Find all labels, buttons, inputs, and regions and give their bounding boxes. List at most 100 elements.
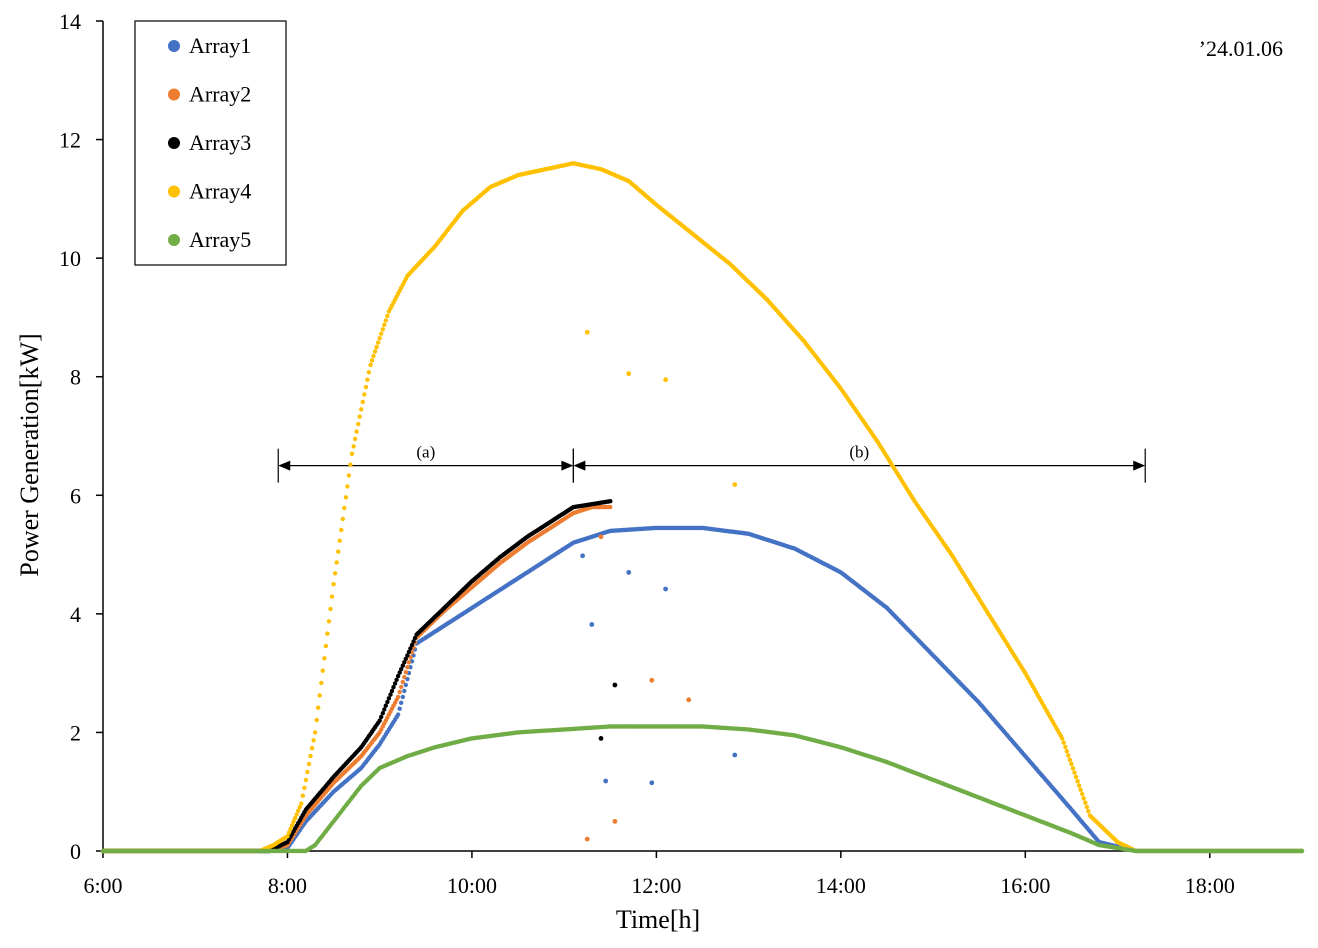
legend-marker	[168, 40, 180, 52]
data-point	[316, 705, 321, 710]
legend-label: Array3	[189, 130, 251, 155]
period-1: (b)	[572, 443, 1146, 483]
y-tick-label: 14	[59, 9, 81, 34]
data-point	[379, 331, 384, 336]
legend-box	[134, 20, 287, 266]
outlier-point	[598, 736, 604, 741]
period-label: (b)	[849, 443, 869, 462]
data-point	[1078, 787, 1083, 792]
data-point	[395, 694, 401, 700]
data-point	[349, 451, 355, 456]
data-point	[385, 313, 390, 319]
y-tick-label: 10	[59, 246, 81, 271]
x-tick-label: 10:00	[447, 873, 497, 898]
data-point	[1083, 800, 1088, 805]
outlier-point	[663, 586, 668, 592]
x-axis-title: Time[h]	[616, 905, 700, 934]
data-point	[386, 696, 392, 701]
outlier-point	[626, 570, 632, 575]
data-point	[356, 421, 361, 427]
data-point	[1060, 736, 1065, 741]
period-annotations: (a) (b)	[277, 443, 1146, 483]
date-annotation: ’24.01.06	[1199, 36, 1283, 61]
data-point	[340, 516, 345, 522]
data-point	[397, 689, 402, 695]
data-point	[334, 560, 339, 565]
data-point	[296, 808, 301, 813]
data-point	[1064, 749, 1070, 754]
data-point	[366, 370, 372, 375]
legend: Array1 Array2 Array3 Array4 Array5	[134, 20, 287, 266]
period-right-arrowhead	[1133, 460, 1146, 471]
outlier-point	[649, 677, 655, 683]
data-point	[399, 700, 404, 705]
data-point	[354, 429, 359, 434]
data-point	[331, 582, 336, 587]
outlier-point	[732, 752, 738, 758]
period-label: (a)	[416, 443, 435, 462]
data-point	[405, 665, 410, 670]
data-point	[359, 407, 364, 412]
legend-marker	[168, 185, 180, 198]
chart-axes: 0 2 4 6 8 10 12 14 6:00 8:00 10:00 12:00 14:00 16:00 1…	[59, 9, 1302, 898]
data-point	[303, 777, 309, 783]
outlier-point	[649, 780, 655, 786]
data-point	[302, 785, 307, 790]
data-point	[608, 504, 613, 510]
data-point	[336, 549, 341, 554]
series-array3	[100, 499, 618, 854]
x-tick-label: 12:00	[631, 873, 681, 898]
data-point	[297, 805, 302, 810]
data-point	[309, 746, 315, 751]
data-point	[374, 344, 379, 350]
data-point	[294, 812, 299, 817]
data-point	[328, 606, 333, 612]
data-point	[389, 688, 395, 694]
data-point	[329, 594, 335, 599]
data-point	[1299, 848, 1305, 854]
data-point	[395, 673, 401, 679]
data-point	[403, 656, 408, 661]
y-tick-label: 6	[70, 483, 81, 508]
data-point	[403, 682, 408, 688]
x-tick-label: 14:00	[816, 873, 866, 898]
data-point	[289, 823, 295, 828]
data-point	[400, 694, 405, 700]
data-point	[385, 699, 390, 705]
data-point	[1067, 757, 1073, 762]
data-point	[400, 663, 405, 668]
data-point	[409, 642, 415, 648]
data-point	[291, 819, 296, 824]
data-point	[345, 484, 350, 489]
data-point	[1084, 804, 1090, 810]
data-point	[299, 801, 304, 806]
outlier-point	[584, 329, 590, 335]
data-point	[1070, 766, 1076, 771]
data-point	[405, 653, 410, 658]
data-point	[365, 377, 370, 382]
data-point	[392, 681, 398, 686]
data-point	[306, 761, 312, 767]
data-point	[286, 830, 292, 835]
y-tick-label: 12	[59, 128, 81, 153]
data-point	[363, 384, 369, 390]
data-point	[342, 505, 347, 511]
legend-label: Array1	[189, 33, 251, 58]
y-tick-label: 2	[70, 720, 81, 745]
data-point	[337, 538, 342, 543]
period-right-arrowhead	[561, 460, 574, 471]
data-point	[348, 462, 353, 467]
data-point	[357, 414, 362, 419]
data-point	[397, 670, 402, 675]
series-array1	[100, 525, 1305, 854]
data-point	[319, 680, 324, 686]
series-layer	[100, 161, 1305, 854]
data-point	[395, 712, 401, 717]
outlier-point	[686, 697, 692, 703]
data-point	[391, 685, 396, 690]
data-point	[332, 571, 338, 576]
data-point	[1080, 791, 1085, 797]
data-point	[322, 656, 327, 661]
data-point	[372, 349, 378, 354]
